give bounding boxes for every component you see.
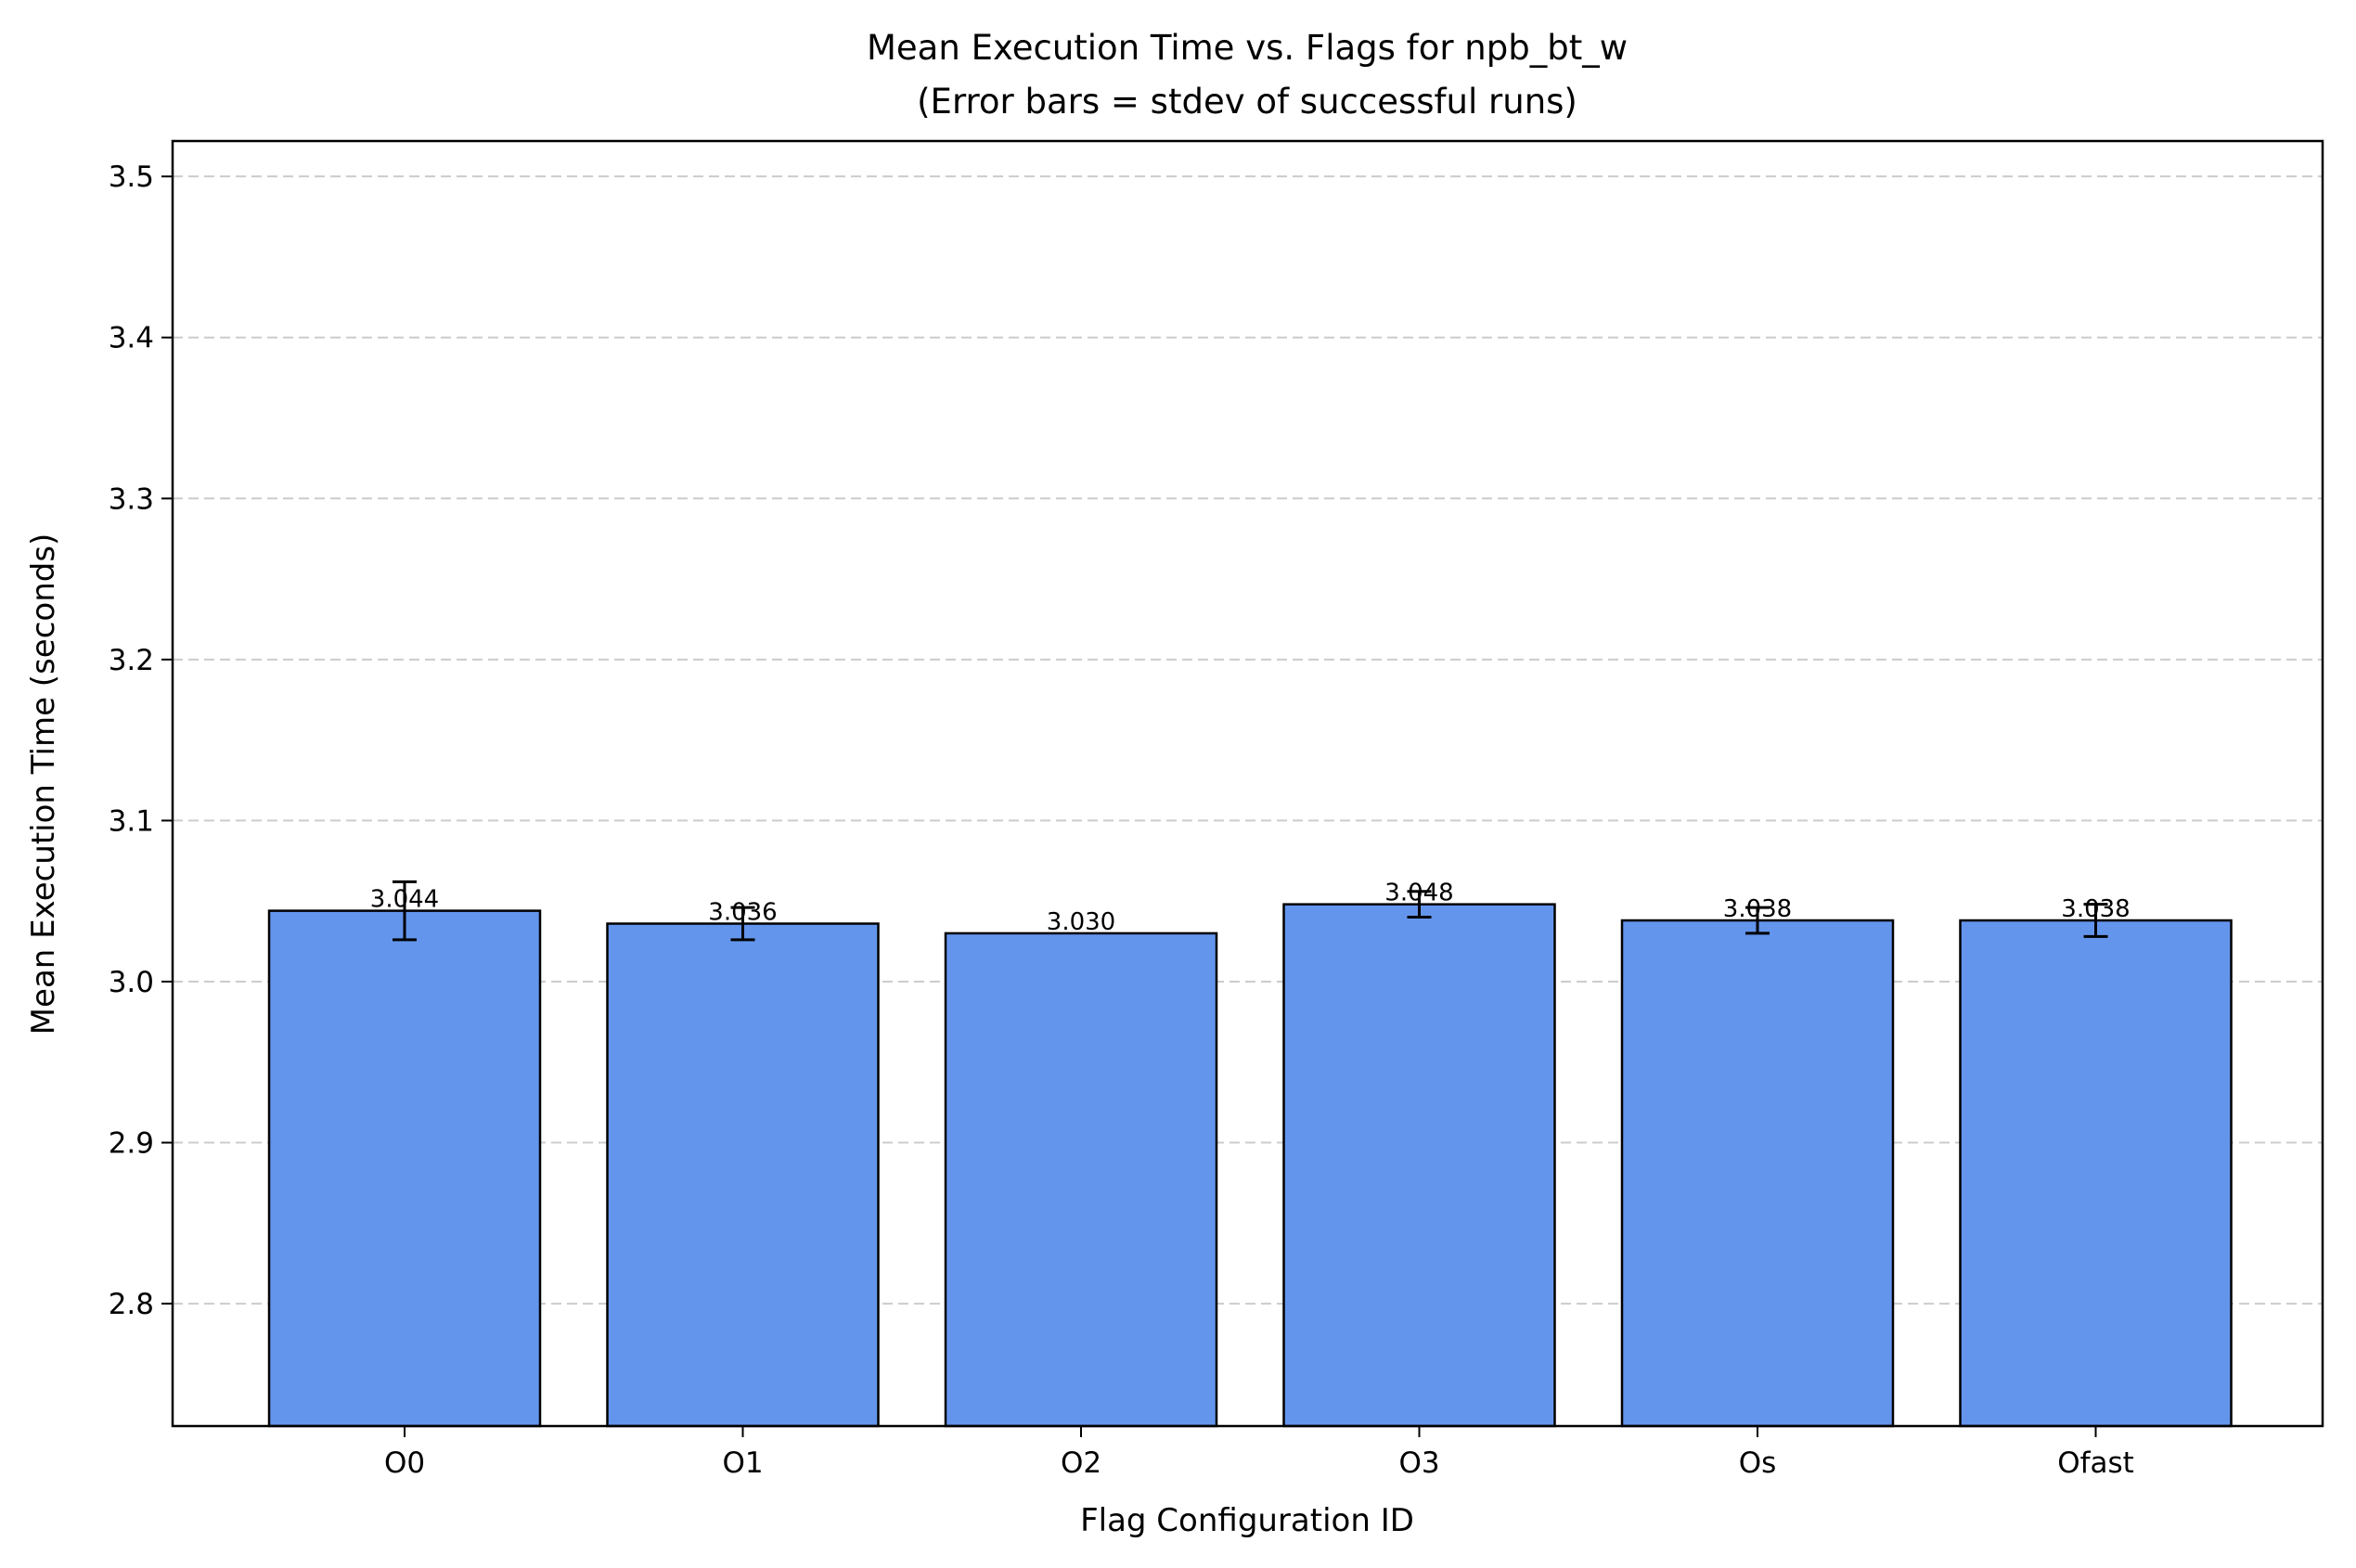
data-labels: 3.044 3.036 3.030 3.048 3.038 3.038	[370, 880, 2131, 936]
data-label: 3.030	[1047, 908, 1115, 936]
bar	[1282, 903, 1556, 1428]
data-label: 3.038	[2061, 895, 2130, 923]
bar	[606, 922, 880, 1428]
chart-subtitle: (Error bars = stdev of successful runs)	[917, 82, 1577, 122]
y-axis-ticks: 2.8 2.9 3.0 3.1 3.2 3.3 3.4 3.5	[109, 161, 173, 1321]
x-tick-label: O1	[722, 1446, 763, 1480]
bar	[1620, 919, 1895, 1428]
x-axis-ticks: O0 O1 O2 O3 Os Ofast	[384, 1426, 2134, 1480]
y-tick-label: 2.9	[109, 1127, 154, 1161]
y-tick-label: 3.4	[109, 322, 154, 355]
y-tick-label: 3.2	[109, 644, 154, 677]
x-tick-label: Os	[1739, 1446, 1777, 1480]
x-tick-label: O3	[1398, 1446, 1439, 1480]
x-tick-label: O0	[384, 1446, 425, 1480]
y-tick-label: 2.8	[109, 1288, 154, 1321]
data-label: 3.036	[708, 898, 777, 926]
bar	[267, 909, 542, 1428]
data-label: 3.038	[1723, 895, 1792, 923]
data-label: 3.044	[370, 886, 439, 914]
plot-frame	[171, 139, 2324, 1428]
y-axis-label: Mean Execution Time (seconds)	[25, 533, 62, 1035]
error-bars	[393, 880, 2108, 942]
bars	[267, 903, 2233, 1428]
y-tick-label: 3.3	[109, 482, 154, 516]
y-tick-label: 3.5	[109, 161, 154, 194]
x-tick-label: Ofast	[2057, 1446, 2134, 1480]
bar	[944, 932, 1218, 1428]
data-label: 3.048	[1384, 880, 1453, 907]
bar	[1959, 919, 2233, 1428]
x-axis-label: Flag Configuration ID	[1080, 1502, 1414, 1539]
y-tick-label: 3.1	[109, 804, 154, 838]
x-tick-label: O2	[1061, 1446, 1101, 1480]
chart-title: Mean Execution Time vs. Flags for npb_bt…	[867, 28, 1628, 68]
y-tick-label: 3.0	[109, 966, 154, 999]
